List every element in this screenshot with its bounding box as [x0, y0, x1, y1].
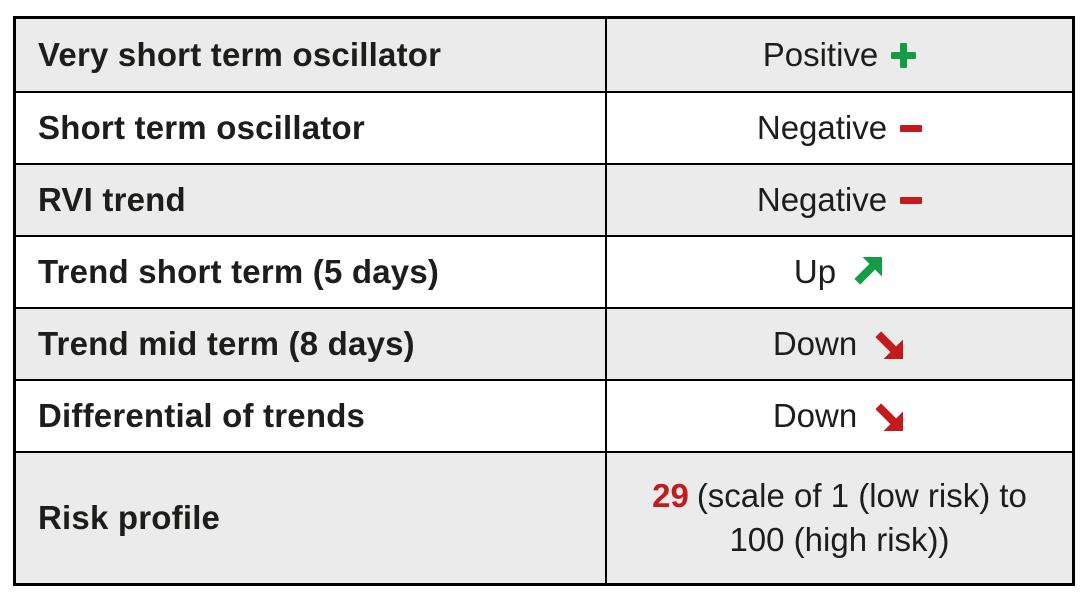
risk-profile-value: 29 (scale of 1 (low risk) to 100 (high ri…: [628, 474, 1052, 562]
plus-icon: [891, 42, 917, 68]
signal-text: Down: [772, 325, 858, 362]
indicator-label: RVI trend: [38, 181, 186, 218]
minus-icon: [900, 124, 923, 132]
table-row: Trend mid term (8 days) Down: [16, 307, 1072, 379]
arrow-down-right-icon: [870, 398, 906, 434]
indicator-label: Risk profile: [38, 499, 221, 536]
risk-scale-text: (scale of 1 (low risk) to 100 (high risk…: [696, 476, 1027, 558]
indicator-label: Short term oscillator: [38, 109, 365, 146]
table-row: Very short term oscillator Positive: [16, 19, 1072, 91]
signal-text: Positive: [762, 36, 879, 73]
minus-icon: [900, 196, 923, 204]
indicator-label: Trend mid term (8 days): [38, 325, 415, 362]
indicator-label: Trend short term (5 days): [38, 253, 440, 290]
indicator-value: Positive: [605, 19, 1072, 91]
signal-text: Down: [772, 397, 858, 434]
signal-text: Up: [793, 253, 837, 290]
indicator-label: Differential of trends: [38, 397, 366, 434]
table-row: RVI trend Negative: [16, 163, 1072, 235]
indicator-value: Down: [605, 381, 1072, 451]
technical-indicator-table: Very short term oscillator Positive Shor…: [13, 16, 1075, 586]
table-row: Short term oscillator Negative: [16, 91, 1072, 163]
indicator-value: Negative: [605, 93, 1072, 163]
indicator-value: Negative: [605, 165, 1072, 235]
indicator-value: Up: [605, 237, 1072, 307]
indicator-value: 29 (scale of 1 (low risk) to 100 (high ri…: [605, 453, 1072, 583]
arrow-down-right-icon: [870, 326, 906, 362]
arrow-up-right-icon: [849, 254, 885, 290]
table-row: Risk profile 29 (scale of 1 (low risk) to…: [16, 451, 1072, 583]
table-row: Trend short term (5 days) Up: [16, 235, 1072, 307]
signal-text: Negative: [756, 109, 888, 146]
signal-text: Negative: [756, 181, 888, 218]
indicator-value: Down: [605, 309, 1072, 379]
indicator-label: Very short term oscillator: [38, 36, 442, 73]
risk-score: 29: [652, 476, 689, 514]
table-row: Differential of trends Down: [16, 379, 1072, 451]
